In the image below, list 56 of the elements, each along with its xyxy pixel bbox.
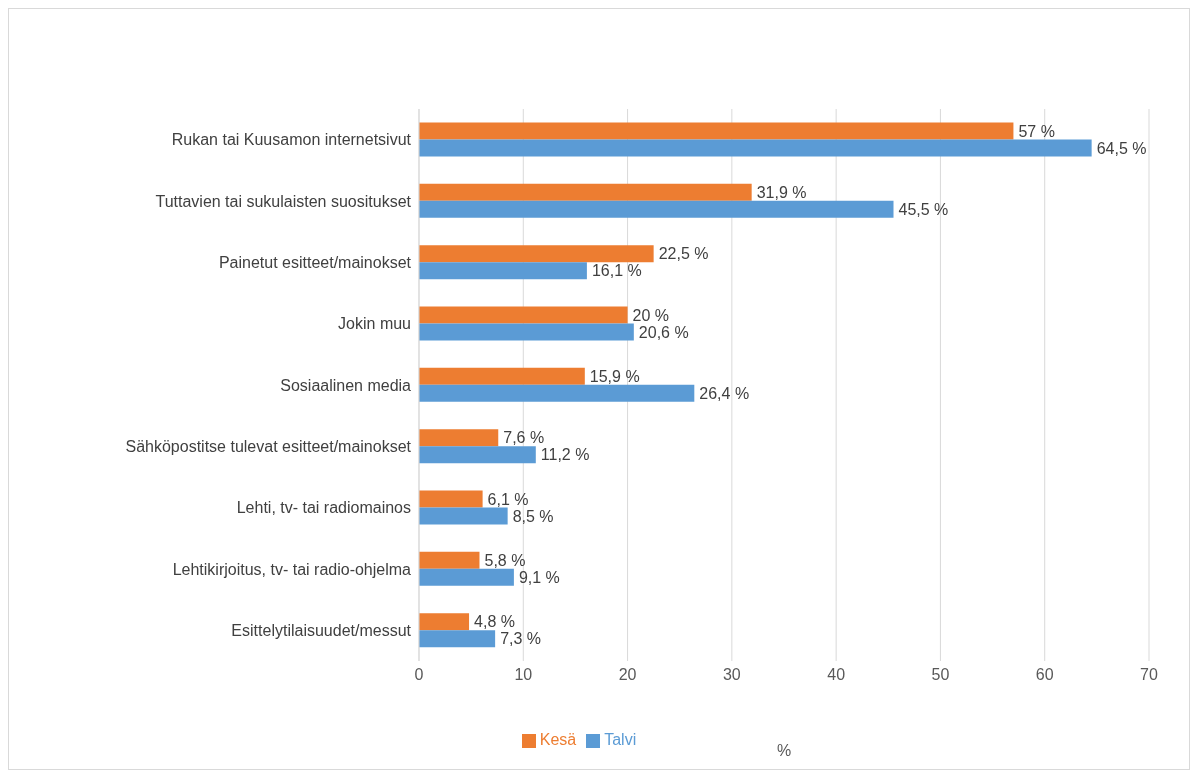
y-tick-label: Lehtikirjoitus, tv- tai radio-ohjelma xyxy=(172,560,412,578)
x-axis-title: % xyxy=(776,742,792,760)
data-label: 7,6 % xyxy=(503,429,545,447)
y-tick-label: Tuttavien tai sukulaisten suositukset xyxy=(155,192,412,210)
bar xyxy=(419,384,695,402)
bar xyxy=(419,262,587,280)
data-label: 4,8 % xyxy=(474,613,515,631)
bar xyxy=(419,630,496,648)
y-tick-label: Sosiaalinen media xyxy=(280,376,412,394)
y-tick-label: Painetut esitteet/mainokset xyxy=(218,254,412,272)
data-label: 22,5 % xyxy=(658,245,709,263)
data-label: 45,5 % xyxy=(898,201,949,219)
bar xyxy=(419,200,894,218)
y-tick-label: Jokin muu xyxy=(338,315,411,333)
data-label: 15,9 % xyxy=(589,368,640,386)
bar xyxy=(419,139,1092,157)
y-tick-label: Esittelytilaisuudet/messut xyxy=(231,622,412,640)
x-tick-label: 0 xyxy=(414,666,424,684)
bar xyxy=(419,551,480,569)
data-label: 20,6 % xyxy=(638,323,689,341)
data-label: 11,2 % xyxy=(540,446,590,464)
bar xyxy=(419,245,654,263)
bar xyxy=(419,122,1014,140)
legend-label: Kesä xyxy=(539,731,577,748)
data-label: 7,3 % xyxy=(500,630,542,648)
bar xyxy=(419,367,585,385)
bar xyxy=(419,568,514,586)
x-tick-label: 40 xyxy=(827,666,846,684)
data-label: 9,1 % xyxy=(518,569,560,587)
x-tick-label: 20 xyxy=(618,666,637,684)
data-label: 64,5 % xyxy=(1096,139,1147,157)
y-tick-label: Rukan tai Kuusamon internetsivut xyxy=(171,131,412,149)
x-tick-label: 50 xyxy=(931,666,950,684)
bar xyxy=(419,446,536,464)
data-label: 57 % xyxy=(1018,122,1055,140)
x-tick-label: 10 xyxy=(514,666,533,684)
bar xyxy=(419,183,752,201)
data-label: 8,5 % xyxy=(512,507,554,525)
bar xyxy=(419,429,499,447)
bar xyxy=(419,323,634,341)
data-label: 20 % xyxy=(632,306,670,324)
data-label: 31,9 % xyxy=(756,184,807,202)
bar xyxy=(419,490,483,508)
bar xyxy=(419,507,508,525)
x-tick-label: 60 xyxy=(1035,666,1054,684)
data-label: 6,1 % xyxy=(487,490,529,508)
x-tick-label: 30 xyxy=(722,666,741,684)
bar xyxy=(419,306,628,324)
data-label: 16,1 % xyxy=(591,262,642,280)
data-label: 5,8 % xyxy=(484,552,526,570)
y-tick-label: Sähköpostitse tulevat esitteet/mainokset xyxy=(125,438,412,456)
bar xyxy=(419,613,470,631)
x-tick-label: 70 xyxy=(1140,666,1158,684)
data-label: 26,4 % xyxy=(699,385,750,403)
y-tick-label: Lehti, tv- tai radiomainos xyxy=(236,499,411,517)
legend-label: Talvi xyxy=(604,731,637,748)
